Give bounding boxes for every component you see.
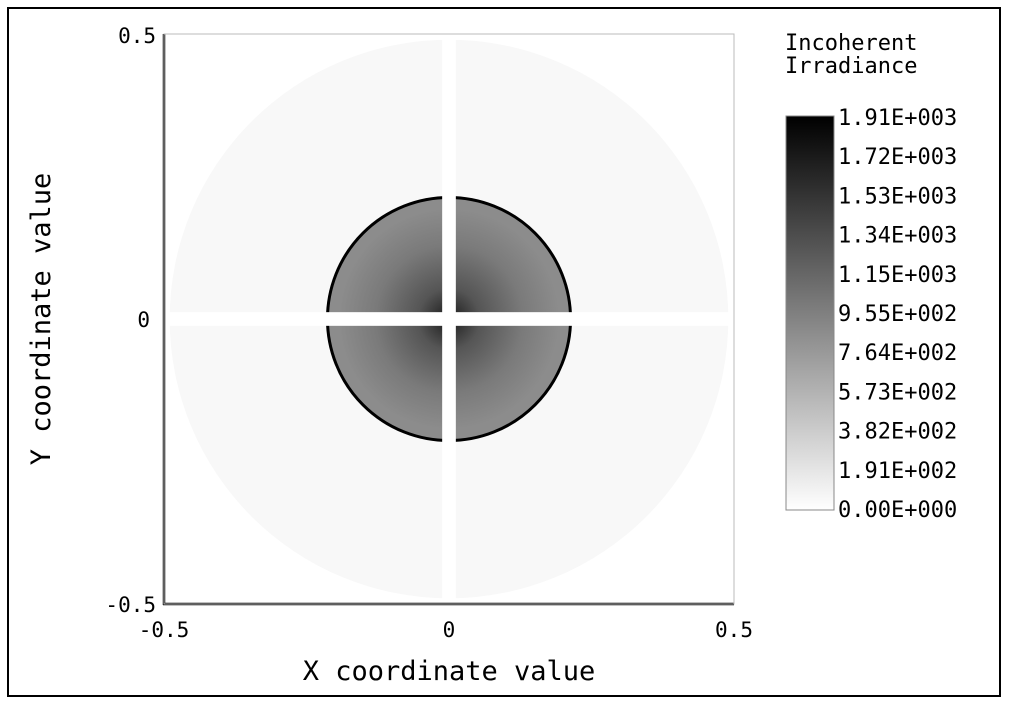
- colorbar-tick-label: 1.34E+003: [838, 224, 957, 249]
- colorbar-tick-label: 1.91E+003: [838, 106, 957, 131]
- y-tick-label: 0: [137, 308, 150, 332]
- colorbar-title-line: Irradiance: [785, 54, 917, 79]
- x-tick-label: -0.5: [139, 618, 190, 642]
- plot-border: [163, 33, 735, 605]
- colorbar-tick-label: 0.00E+000: [838, 498, 957, 523]
- colorbar-tick-label: 7.64E+002: [838, 341, 957, 366]
- x-tick-label: 0.5: [715, 618, 753, 642]
- colorbar-tick-label: 1.91E+002: [838, 459, 957, 484]
- x-axis-title: X coordinate value: [303, 656, 596, 687]
- x-tick-label: 0: [443, 618, 456, 642]
- y-axis-title: Y coordinate value: [26, 173, 57, 466]
- colorbar-tick-label: 3.82E+002: [838, 420, 957, 445]
- y-tick-label: 0.5: [118, 24, 156, 48]
- colorbar-tick-label: 9.55E+002: [838, 302, 957, 327]
- colorbar-labels: 1.91E+003 1.72E+003 1.53E+003 1.34E+003 1.15…: [838, 106, 957, 523]
- y-tick-label: -0.5: [105, 593, 156, 617]
- colorbar-tick-label: 1.53E+003: [838, 184, 957, 209]
- colorbar-tick-label: 1.72E+003: [838, 145, 957, 170]
- colorbar-tick-label: 5.73E+002: [838, 380, 957, 405]
- colorbar-title-line: Incoherent: [785, 31, 917, 56]
- horizontal-cross-bar: [164, 312, 734, 326]
- plot-area: [164, 34, 734, 604]
- colorbar: [785, 115, 835, 511]
- colorbar-tick-label: 1.15E+003: [838, 263, 957, 288]
